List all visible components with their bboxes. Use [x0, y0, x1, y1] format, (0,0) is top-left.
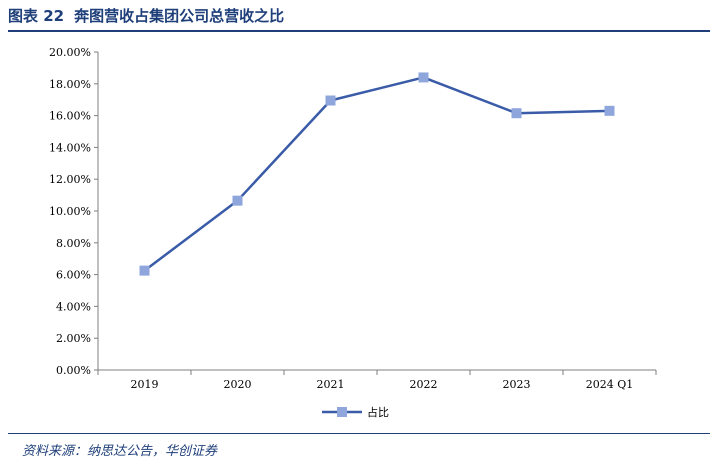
y-tick-label: 12.00%: [49, 173, 91, 186]
legend-label: 占比: [367, 405, 389, 419]
figure-number: 图表 22: [8, 7, 65, 25]
source-note: 资料来源：纳思达公告，华创证券: [22, 444, 218, 459]
y-tick-label: 18.00%: [49, 78, 91, 91]
data-point: [418, 72, 429, 83]
x-tick-label: 2024 Q1: [586, 378, 634, 391]
y-tick-label: 0.00%: [56, 364, 91, 377]
figure-caption: 奔图营收占集团公司总营收之比: [74, 7, 285, 25]
y-tick-label: 8.00%: [56, 237, 91, 250]
x-tick-label: 2021: [317, 378, 345, 391]
y-tick-label: 16.00%: [49, 110, 91, 123]
x-tick-label: 2019: [131, 378, 159, 391]
legend-marker: [337, 407, 347, 417]
y-tick-label: 10.00%: [49, 205, 91, 218]
top-rule: [8, 30, 710, 32]
y-tick-label: 6.00%: [56, 269, 91, 282]
bottom-rule: [8, 433, 710, 434]
y-tick-label: 2.00%: [56, 332, 91, 345]
x-tick-label: 2023: [503, 378, 531, 391]
data-point: [325, 95, 336, 106]
data-point: [511, 108, 522, 119]
data-point: [604, 105, 615, 116]
data-point: [232, 195, 243, 206]
x-tick-label: 2020: [224, 378, 252, 391]
y-tick-label: 4.00%: [56, 300, 91, 313]
y-tick-label: 14.00%: [49, 141, 91, 154]
data-point: [139, 265, 150, 276]
figure-title: 图表 22 奔图营收占集团公司总营收之比: [8, 5, 284, 26]
series-line: [143, 76, 610, 272]
y-tick-label: 20.00%: [49, 46, 91, 59]
x-tick-label: 2022: [410, 378, 438, 391]
